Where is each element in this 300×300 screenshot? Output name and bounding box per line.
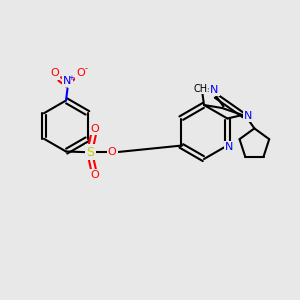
- Text: N: N: [63, 76, 72, 86]
- Text: -: -: [85, 64, 88, 74]
- Text: O: O: [50, 68, 59, 79]
- Text: N: N: [210, 85, 219, 95]
- Text: +: +: [68, 75, 74, 81]
- Text: O: O: [76, 68, 85, 79]
- Text: N: N: [225, 142, 233, 152]
- Text: O: O: [91, 170, 100, 181]
- Text: O: O: [91, 124, 100, 134]
- Text: O: O: [108, 147, 117, 157]
- Text: S: S: [87, 146, 94, 159]
- Text: CH₃: CH₃: [194, 83, 211, 94]
- Text: N: N: [244, 110, 253, 121]
